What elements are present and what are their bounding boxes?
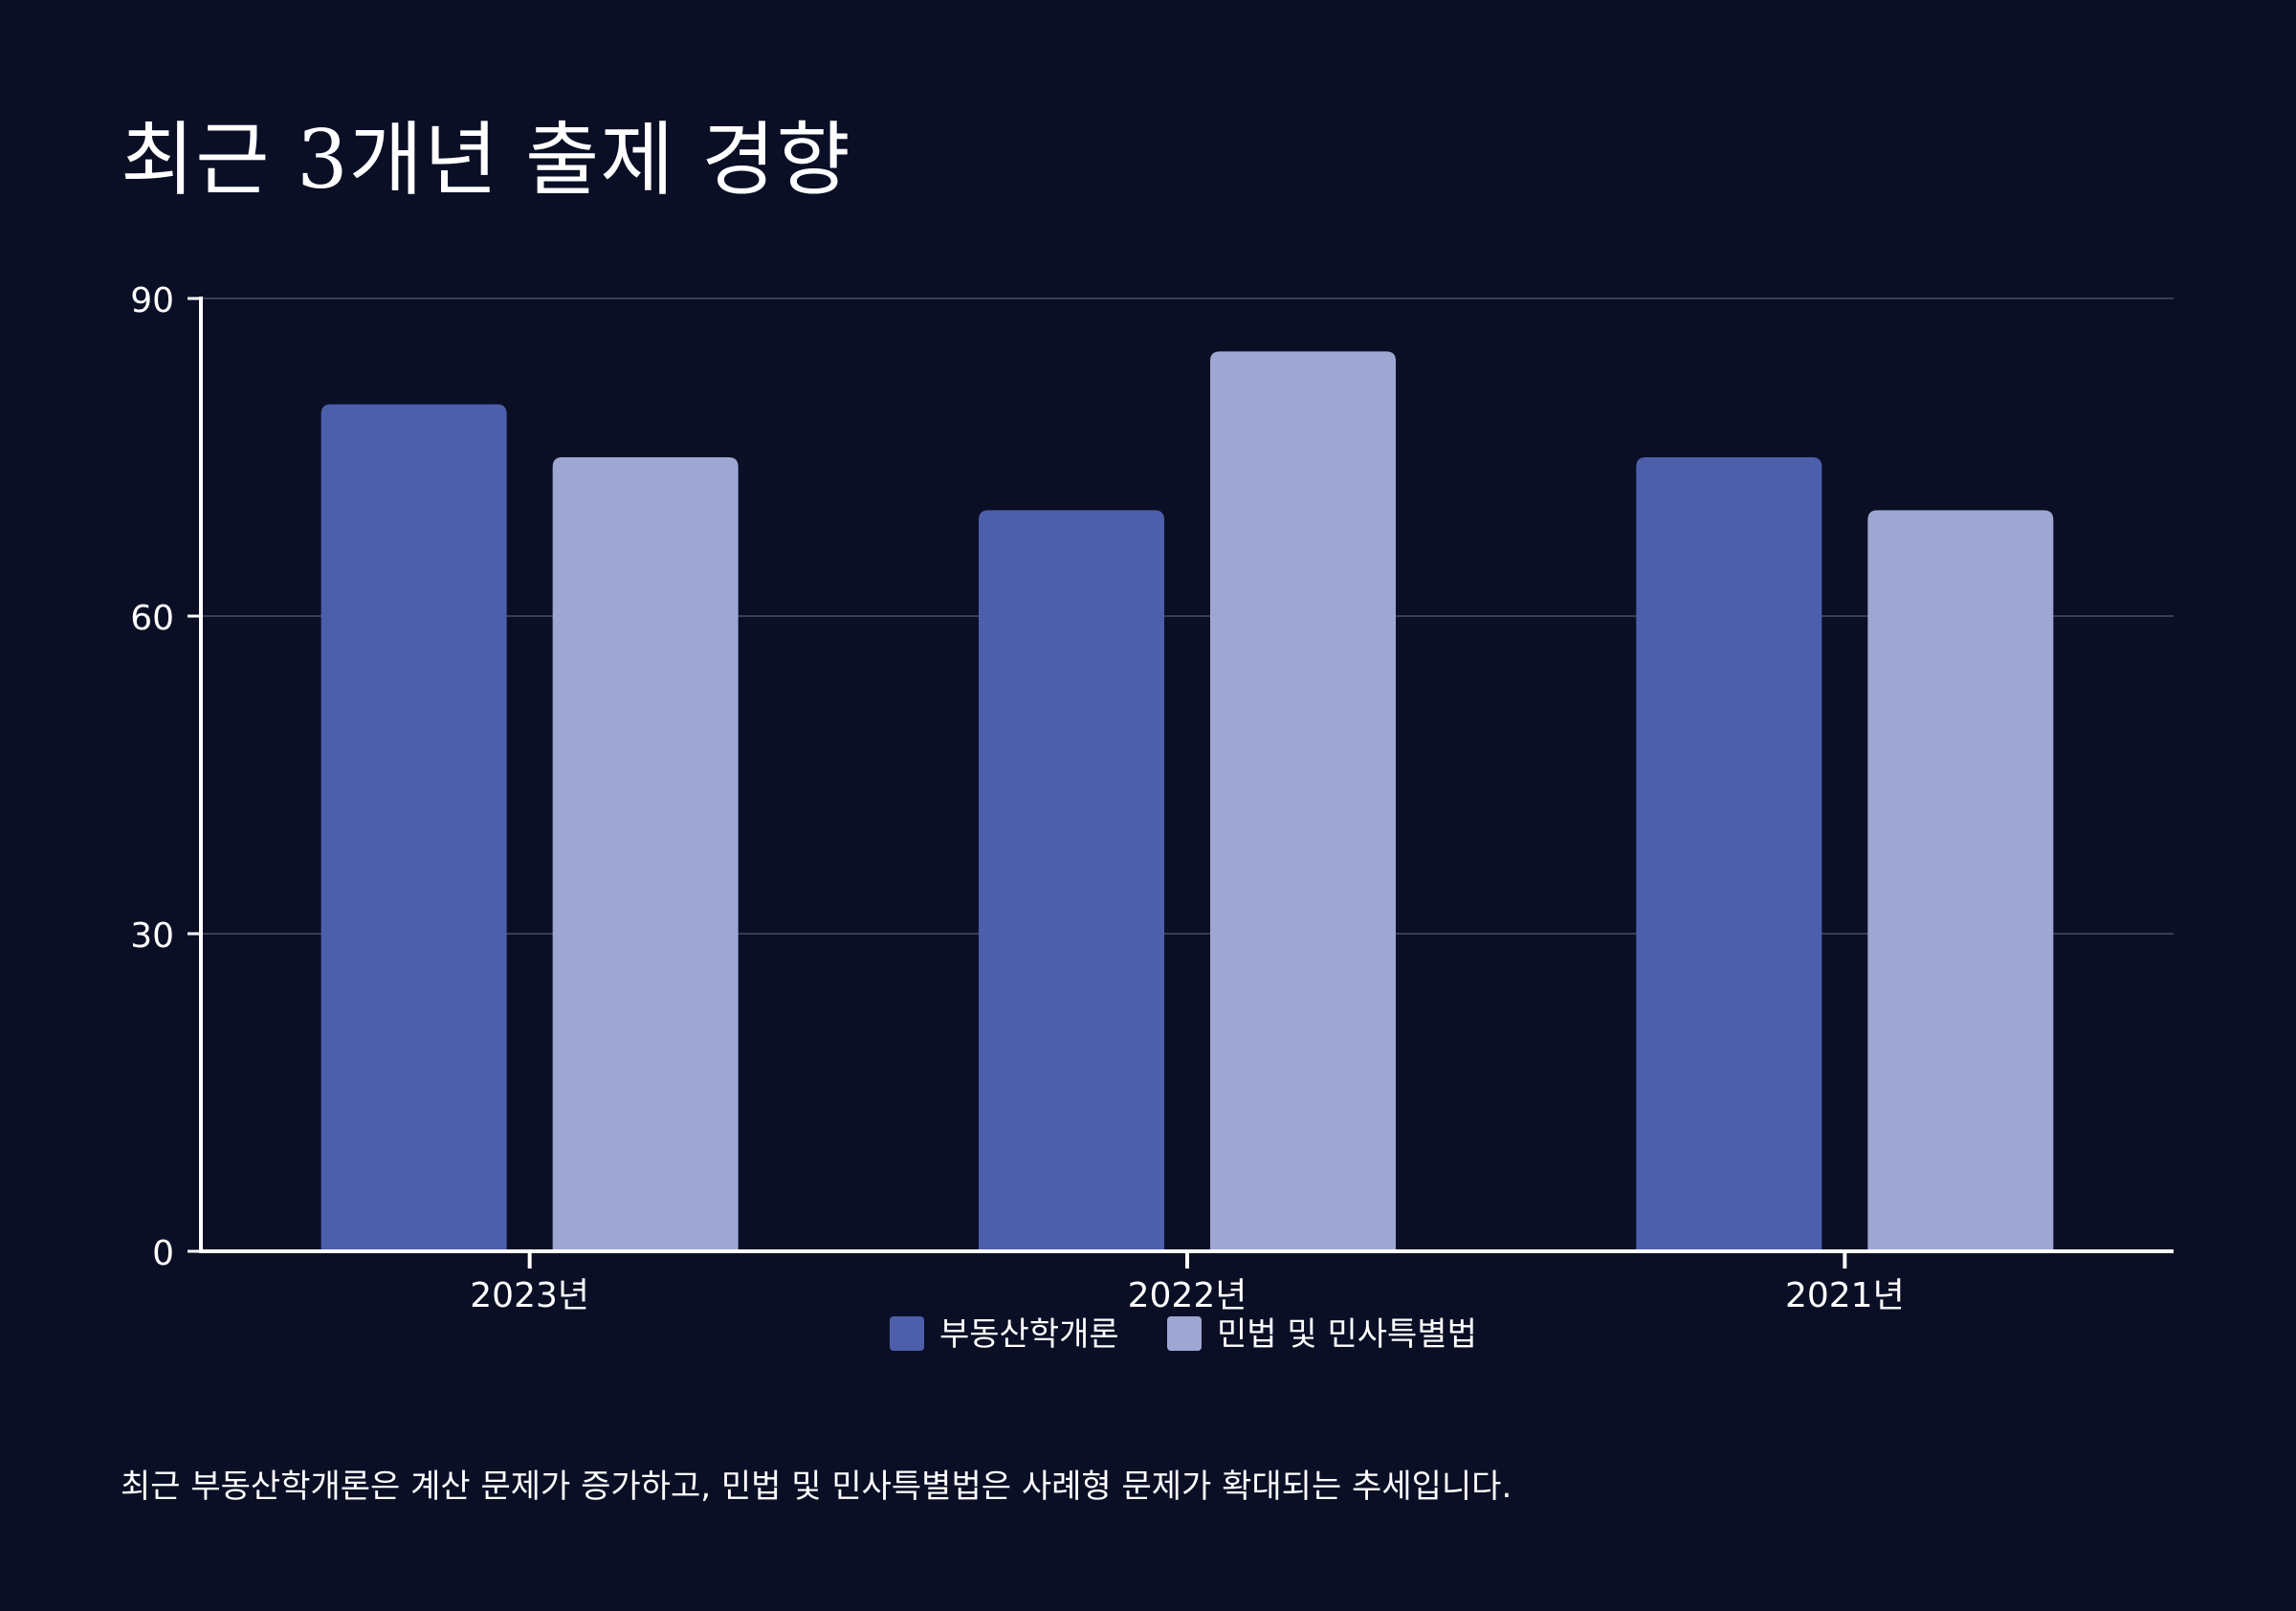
y-tick-label: 30 xyxy=(130,916,174,956)
page-title: 최근 3개년 출제 경향 xyxy=(121,113,851,207)
bar-series-2 xyxy=(1210,351,1396,1251)
legend-label: 부동산학개론 xyxy=(939,1315,1119,1354)
legend-swatch xyxy=(890,1316,924,1351)
y-tick-label: 90 xyxy=(130,281,174,320)
chart-caption: 최근 부동산학개론은 계산 문제가 증가하고, 민법 및 민사특별법은 사례형 … xyxy=(121,1468,1512,1506)
bar-series-2 xyxy=(1867,510,2054,1251)
legend-swatch xyxy=(1167,1316,1202,1351)
grid-lines xyxy=(201,298,2174,935)
x-tick-label: 2023년 xyxy=(470,1276,589,1315)
y-tick-label: 0 xyxy=(152,1234,174,1273)
x-tick-label: 2021년 xyxy=(1785,1276,1905,1315)
bar-chart: 0 30 60 90 2023년 2022년 2021년 부동산학개론 민법 및 민사특별법 xyxy=(130,281,2174,1354)
bar-series-1 xyxy=(979,510,1164,1251)
bar-series-1 xyxy=(1636,457,1822,1251)
bars xyxy=(320,351,2054,1252)
bar-series-1 xyxy=(320,404,507,1252)
tick-labels: 0 30 60 90 2023년 2022년 2021년 xyxy=(130,281,1905,1315)
legend-label: 민법 및 민사특별법 xyxy=(1217,1315,1477,1354)
y-tick-label: 60 xyxy=(130,599,174,638)
legend-item-series-1: 부동산학개론 xyxy=(890,1315,1119,1354)
bar-series-2 xyxy=(552,457,739,1251)
axes xyxy=(188,297,2174,1269)
x-tick-label: 2022년 xyxy=(1128,1276,1247,1315)
legend-item-series-2: 민법 및 민사특별법 xyxy=(1167,1315,1477,1354)
legend: 부동산학개론 민법 및 민사특별법 xyxy=(890,1315,1477,1354)
